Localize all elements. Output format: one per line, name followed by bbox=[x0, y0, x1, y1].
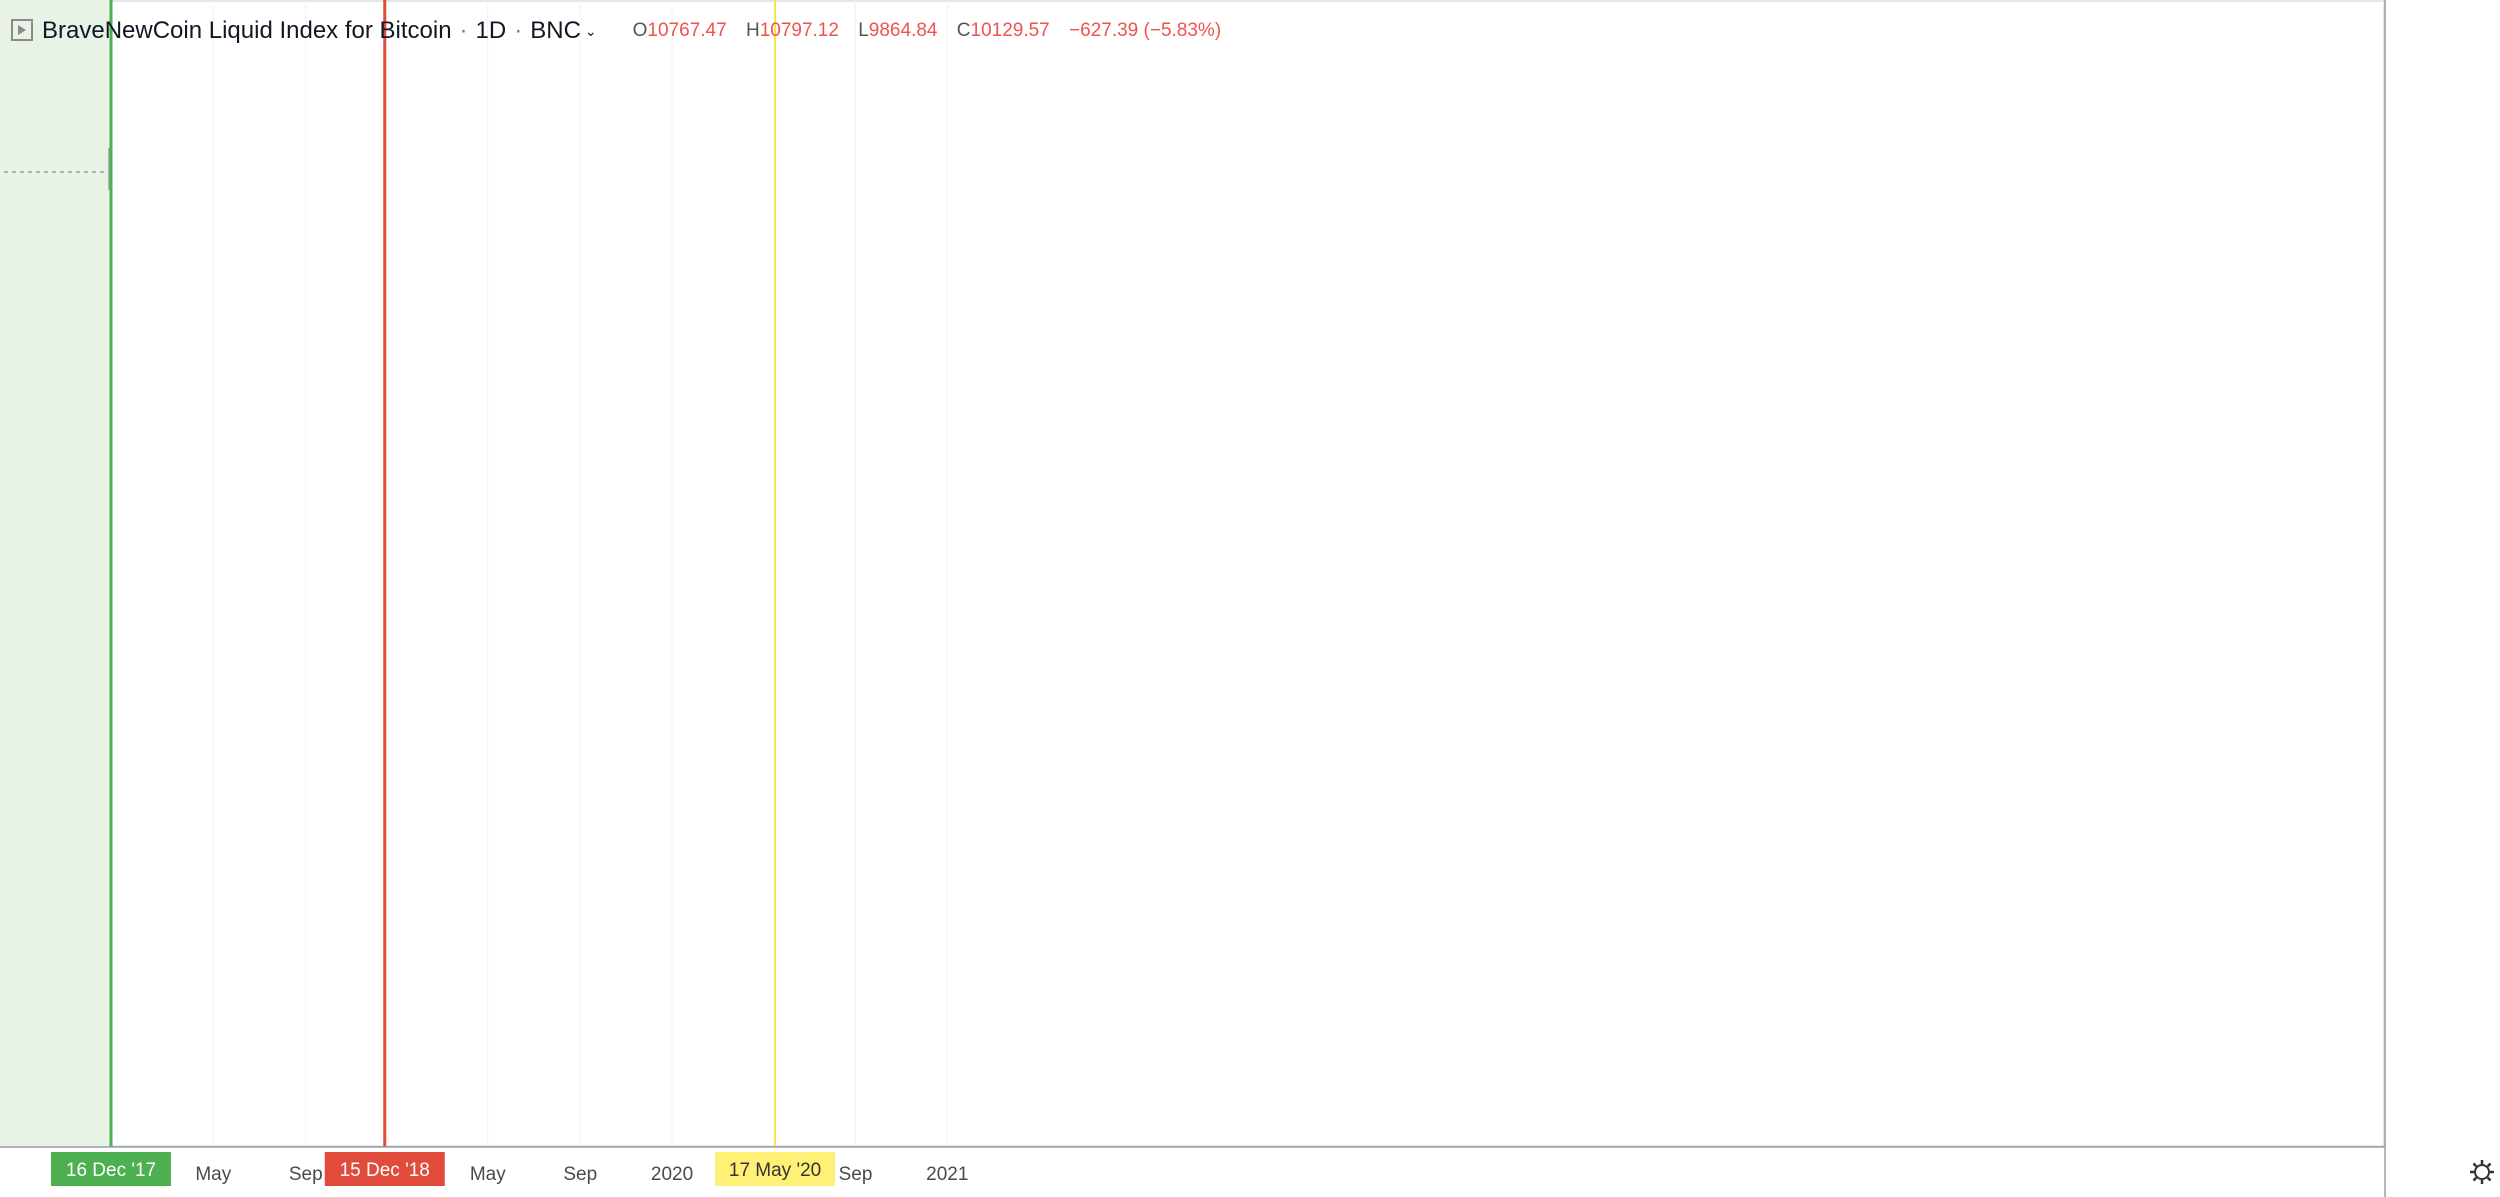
date-badge-bg bbox=[324, 1152, 445, 1186]
gear-tooth bbox=[2486, 1176, 2492, 1182]
gear-ring bbox=[2474, 1164, 2490, 1180]
gear-tooth bbox=[2486, 1162, 2492, 1168]
x-tick-label: 2021 bbox=[926, 1164, 968, 1185]
price-axis-pane[interactable] bbox=[2385, 0, 2500, 1197]
date-badge-bg bbox=[51, 1152, 171, 1186]
range-zones bbox=[0, 0, 111, 1147]
close-value: 10129.57 bbox=[970, 20, 1050, 41]
price-axis[interactable]: 19173.703207.53 bbox=[2384, 0, 2500, 1197]
exchange-label[interactable]: BNC bbox=[530, 17, 581, 44]
highlight-zone bbox=[0, 0, 111, 1147]
date-badge[interactable]: 17 May '20 bbox=[729, 1160, 821, 1181]
low-value: 9864.84 bbox=[868, 20, 938, 41]
date-badge[interactable]: 15 Dec '18 bbox=[340, 1160, 430, 1181]
high-value: 10797.12 bbox=[759, 20, 839, 41]
x-tick-label: May bbox=[195, 1164, 231, 1185]
change-value: −627.39 (−5.83%) bbox=[1069, 20, 1222, 41]
vertical-lines bbox=[109, 0, 777, 1147]
date-badge[interactable]: 16 Dec '17 bbox=[66, 1160, 156, 1181]
plot-border bbox=[0, 0, 2385, 1147]
separator: · bbox=[459, 17, 468, 44]
x-tick-label: Sep bbox=[839, 1164, 873, 1185]
interval-label[interactable]: 1D bbox=[475, 17, 507, 44]
gear-tooth bbox=[2472, 1176, 2478, 1182]
grid-lines bbox=[0, 0, 2385, 1147]
time-axis[interactable]: May Sep May Sep 2020 Sep 2021 16 Dec '17 15 Dec … bbox=[0, 1146, 2385, 1186]
symbol-name[interactable]: BraveNewCoin Liquid Index for Bitcoin bbox=[42, 17, 452, 44]
x-tick-label: 2020 bbox=[651, 1164, 693, 1185]
collapse-square-icon[interactable] bbox=[10, 18, 36, 44]
x-tick-label: Sep bbox=[289, 1164, 323, 1185]
gear-icon[interactable] bbox=[2470, 1160, 2494, 1184]
gear-tooth bbox=[2472, 1162, 2478, 1168]
chevron-down-icon[interactable]: ⌄ bbox=[584, 22, 597, 39]
date-badge-bg bbox=[715, 1152, 836, 1186]
x-tick-label: Sep bbox=[563, 1164, 597, 1185]
x-tick-label: May bbox=[470, 1164, 506, 1185]
chart-header: BraveNewCoin Liquid Index for Bitcoin · … bbox=[10, 14, 1221, 48]
separator: · bbox=[514, 17, 523, 44]
ohlc-values: O10767.47 H10797.12 L9864.84 C10129.57 −… bbox=[632, 20, 1222, 41]
open-value: 10767.47 bbox=[647, 20, 727, 41]
